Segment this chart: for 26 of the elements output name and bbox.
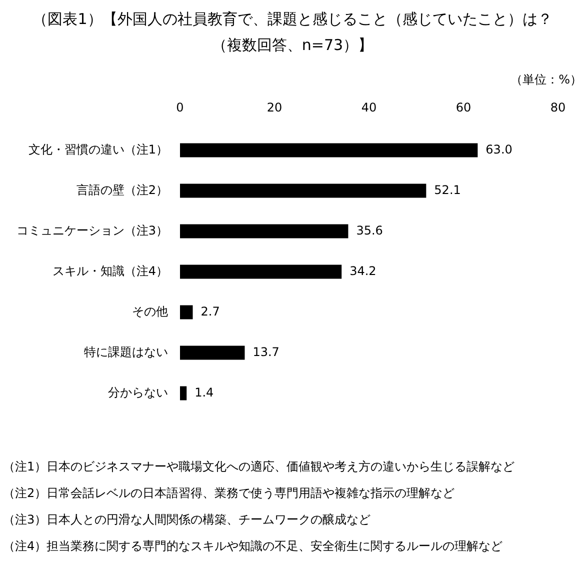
category: 文化・習慣の違い（注1）	[28, 142, 168, 157]
value-label: 2.7	[200, 304, 220, 319]
category: 分からない	[108, 386, 168, 400]
xtick: 20	[266, 100, 282, 114]
value-label: 13.7	[252, 345, 280, 360]
title: （図表1）【外国人の社員教育で、課題と感じること（感じていたこと）は？	[32, 10, 552, 28]
annotation: （注2）日常会話レベルの日本語習得、業務で使う専門用語や複雑な指示の理解など	[3, 486, 455, 500]
category: コミュニケーション（注3）	[16, 224, 168, 238]
value-label: 52.1	[434, 183, 461, 198]
annotation: （注4）担当業務に関する専門的なスキルや知識の不足、安全衛生に関するルールの理解など	[3, 538, 503, 553]
category: 特に課題はない	[84, 345, 168, 360]
xtick: 40	[361, 100, 377, 114]
xtick: 80	[550, 100, 566, 114]
value-label: 1.4	[194, 386, 214, 400]
value-label: 35.6	[356, 224, 383, 238]
annotation: （注1）日本のビジネスマナーや職場文化への適応、価値観や考え方の違いから生じる誤解など	[3, 459, 515, 474]
subtitle: （複数回答、n=73）】	[212, 36, 374, 54]
category: その他	[132, 304, 168, 319]
value-label: 34.2	[350, 264, 376, 278]
category: 言語の壁（注2）	[76, 183, 168, 198]
xtick: 60	[456, 100, 472, 114]
value-label: 63.0	[486, 142, 512, 157]
annotation: （単位：%）	[510, 72, 582, 86]
category: スキル・知識（注4）	[52, 264, 168, 278]
xtick: 0	[176, 100, 184, 114]
annotation: （注3）日本人との円滑な人間関係の構築、チームワークの醸成など	[3, 512, 371, 526]
